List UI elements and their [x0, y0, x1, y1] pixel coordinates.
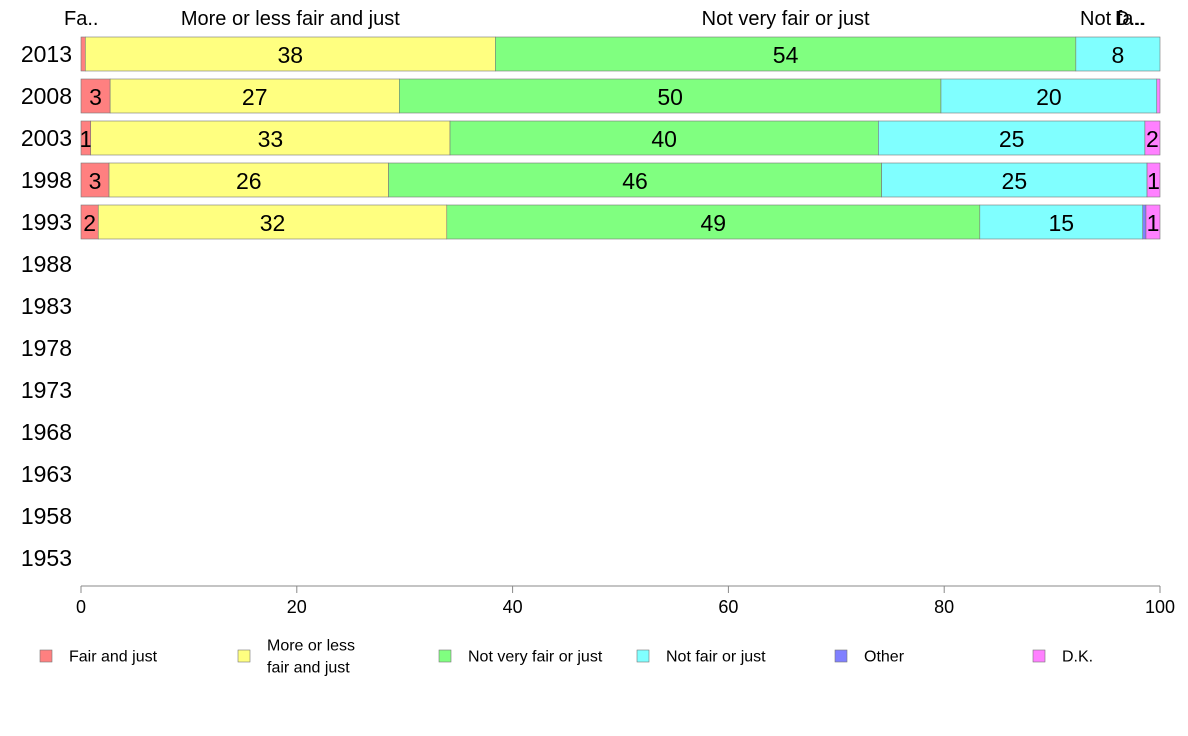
x-tick-label: 0	[76, 597, 86, 617]
bar-segment	[449, 120, 879, 156]
bar-segment	[1156, 78, 1161, 114]
series-header-label: Not very fair or just	[702, 8, 870, 30]
year-label: 1978	[21, 335, 72, 361]
x-tick-label: 60	[718, 597, 738, 617]
bar-segment	[940, 78, 1158, 114]
bar-segment	[399, 78, 942, 114]
year-label: 1968	[21, 419, 72, 445]
bar-value-label: 1	[1147, 168, 1160, 194]
legend-label: Other	[864, 649, 905, 666]
legend-label: Fair and just	[69, 649, 158, 666]
bar-segment	[1145, 204, 1161, 240]
bar-segment	[1146, 162, 1161, 198]
bar-value-label: 40	[651, 126, 677, 152]
bar-segment	[878, 120, 1146, 156]
bar-value-label: 25	[1002, 168, 1028, 194]
bar-segment	[109, 78, 400, 114]
year-label: 1983	[21, 293, 72, 319]
bar-value-label: 3	[89, 84, 102, 110]
bar-segment	[881, 162, 1148, 198]
legend-label: Not very fair or just	[468, 649, 603, 666]
bar-segment	[80, 36, 86, 72]
legend-swatch	[237, 649, 251, 663]
bar-value-label: 32	[260, 210, 286, 236]
x-tick-label: 40	[503, 597, 523, 617]
bar-value-label: 8	[1112, 42, 1125, 68]
bar-segment	[1075, 36, 1161, 72]
series-header-label: More or less fair and just	[181, 8, 400, 30]
legend-label: More or less	[267, 638, 355, 655]
bar-segment	[90, 120, 451, 156]
bar-segment	[446, 204, 981, 240]
bar-value-label: 15	[1048, 210, 1074, 236]
legend-swatch	[834, 649, 848, 663]
bar-segment	[85, 36, 496, 72]
year-label: 1998	[21, 167, 72, 193]
series-header-label: Not fa..	[1080, 8, 1144, 30]
bar-segment	[80, 162, 110, 198]
bar-value-label: 46	[622, 168, 648, 194]
legend-label: Not fair or just	[666, 649, 766, 666]
bar-segment	[108, 162, 389, 198]
bar-value-label: 50	[657, 84, 683, 110]
bar-value-label: 27	[242, 84, 268, 110]
legend-swatch	[438, 649, 452, 663]
series-header-label: Fa..	[64, 8, 98, 30]
x-tick-label: 100	[1145, 597, 1175, 617]
bar-value-label: 38	[278, 42, 304, 68]
bar-segment	[1144, 120, 1161, 156]
bar-value-label: 49	[700, 210, 726, 236]
bar-segment	[97, 204, 448, 240]
bar-value-label: 2	[83, 210, 96, 236]
legend-label: D.K.	[1062, 649, 1093, 666]
bar-segment	[495, 36, 1077, 72]
year-label: 1988	[21, 251, 72, 277]
legend-swatch	[39, 649, 53, 663]
year-label: 2008	[21, 83, 72, 109]
legend-swatch	[1032, 649, 1046, 663]
bar-value-label: 2	[1146, 126, 1159, 152]
x-tick-label: 80	[934, 597, 954, 617]
legend-swatch	[636, 649, 650, 663]
bar-value-label: 25	[999, 126, 1025, 152]
bar-value-label: 26	[236, 168, 262, 194]
series-header-label: D...	[1115, 8, 1146, 30]
year-label: 2013	[21, 41, 72, 67]
year-label: 1953	[21, 545, 72, 571]
year-label: 1963	[21, 461, 72, 487]
year-label: 2003	[21, 125, 72, 151]
bar-value-label: 54	[773, 42, 799, 68]
bar-value-label: 3	[89, 168, 102, 194]
year-label: 1958	[21, 503, 72, 529]
year-label: 1993	[21, 209, 72, 235]
legend-label: fair and just	[267, 660, 350, 677]
bar-value-label: 33	[258, 126, 284, 152]
bar-segment	[1142, 204, 1147, 240]
x-tick-label: 20	[287, 597, 307, 617]
bar-value-label: 20	[1036, 84, 1062, 110]
year-label: 1973	[21, 377, 72, 403]
bar-value-label: 1	[79, 126, 92, 152]
bar-value-label: 1	[1147, 210, 1160, 236]
